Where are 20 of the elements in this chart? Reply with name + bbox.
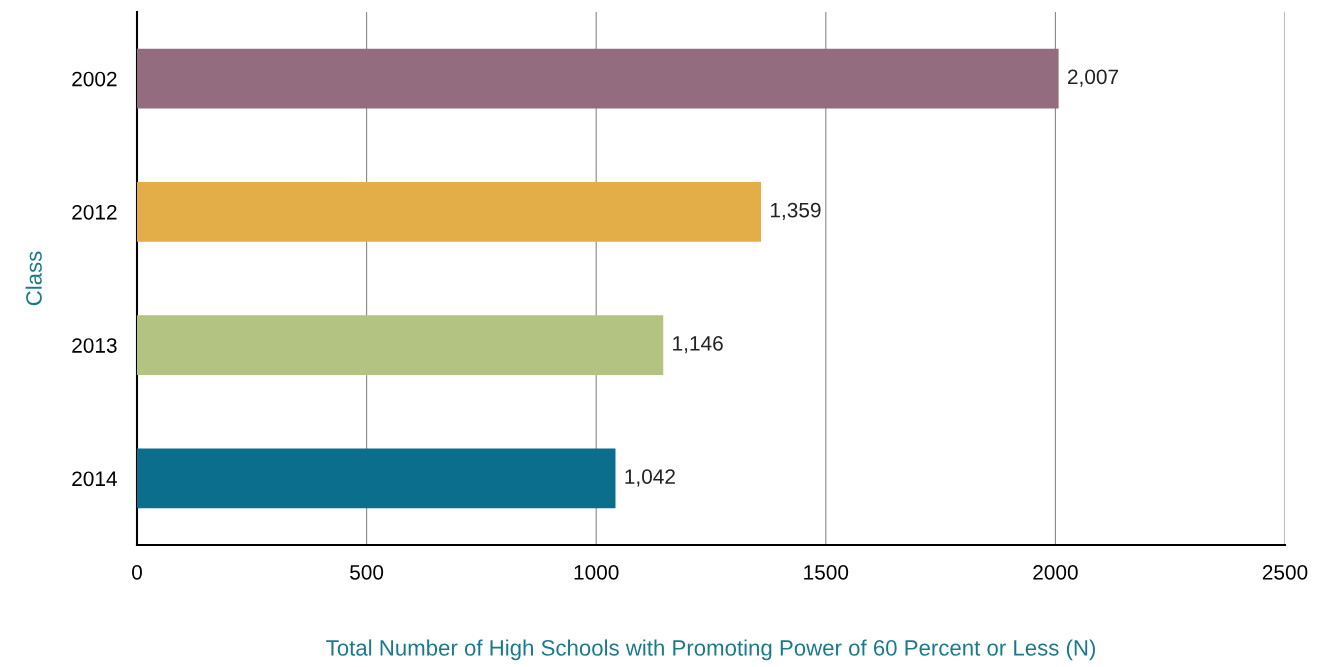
x-axis-title: Total Number of High Schools with Promoting Power of 60 Percent or Less (N) (326, 639, 1095, 661)
x-tick-label: 500 (350, 564, 384, 580)
x-tick-label: 1500 (804, 564, 849, 580)
y-tick-label: 2013 (72, 338, 117, 353)
y-tick-label: 2012 (72, 204, 117, 220)
bar (137, 315, 664, 376)
bar (137, 448, 616, 509)
y-tick-label: 2002 (72, 71, 117, 87)
data-label: 1,359 (770, 202, 821, 220)
x-tick-label: 2500 (1262, 564, 1308, 580)
data-label: 1,042 (625, 469, 675, 487)
bar (137, 181, 762, 242)
y-axis-title: Class (25, 251, 42, 306)
data-label: 1,146 (673, 335, 723, 354)
data-label: 2,007 (1068, 69, 1119, 87)
x-tick-label: 0 (132, 564, 142, 580)
y-tick-label: 2014 (72, 471, 117, 487)
x-tick-label: 2000 (1033, 564, 1078, 580)
bar (137, 48, 1059, 109)
x-tick-label: 1000 (574, 564, 619, 580)
